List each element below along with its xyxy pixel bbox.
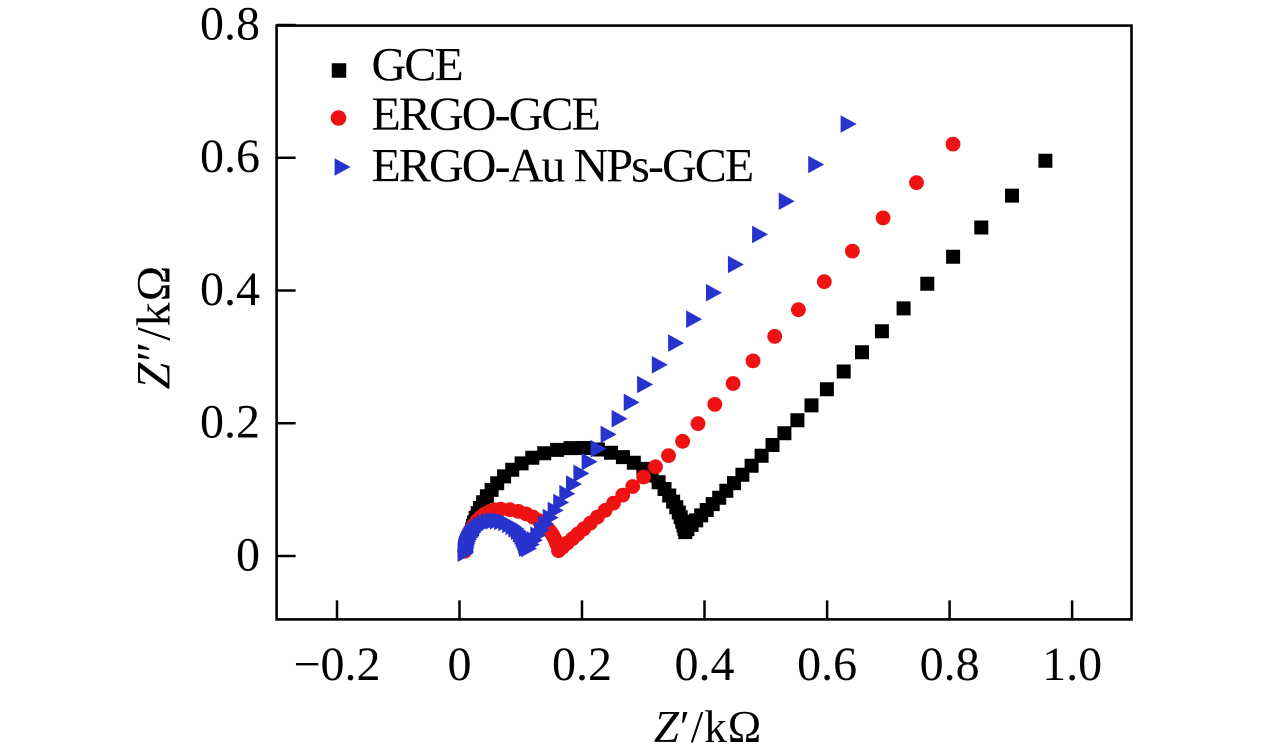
svg-text:Z″/kΩ: Z″/kΩ	[128, 265, 181, 390]
svg-text:0.8: 0.8	[920, 638, 980, 691]
svg-text:0.2: 0.2	[200, 396, 260, 449]
svg-text:0.4: 0.4	[200, 263, 260, 316]
svg-text:0.6: 0.6	[797, 638, 857, 691]
svg-text:0.2: 0.2	[552, 638, 612, 691]
svg-text:0: 0	[448, 638, 472, 691]
svg-text:0.8: 0.8	[200, 0, 260, 50]
svg-text:−0.2: −0.2	[293, 638, 380, 691]
svg-text:GCE: GCE	[372, 39, 462, 92]
svg-text:ERGO-Au NPs-GCE: ERGO-Au NPs-GCE	[372, 139, 753, 192]
svg-text:1.0: 1.0	[1042, 638, 1102, 691]
svg-text:0.4: 0.4	[675, 638, 735, 691]
svg-text:0.6: 0.6	[200, 130, 260, 183]
svg-text:Z′/kΩ: Z′/kΩ	[654, 702, 762, 752]
svg-text:ERGO-GCE: ERGO-GCE	[372, 88, 599, 141]
svg-text:0: 0	[236, 528, 260, 581]
